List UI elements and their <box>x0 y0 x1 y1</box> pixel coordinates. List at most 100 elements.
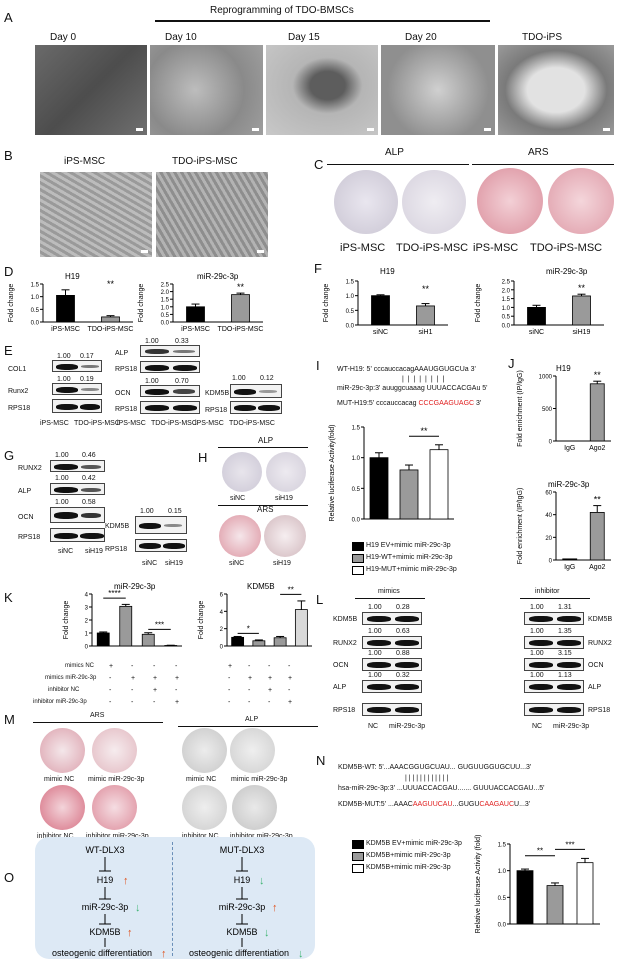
k-row-1: mimics NC <box>65 663 94 669</box>
i-legend-swatch-3 <box>352 566 364 575</box>
F1-xlabel: siNC <box>373 329 388 336</box>
F1-bar <box>416 305 435 326</box>
l-mimics-band <box>395 616 419 622</box>
o-right-h19-down: ↓ <box>259 875 265 887</box>
l-inhibitor-value: 1.35 <box>558 628 572 635</box>
m-alp-title: ALP <box>245 716 259 723</box>
F1-ytick-label: 1.5 <box>346 280 355 286</box>
k-sign: - <box>109 675 112 682</box>
F2-sig: ** <box>578 283 586 293</box>
o-right-title: MUT-DLX3 <box>220 845 265 855</box>
l-mimics-value: 1.00 <box>368 650 382 657</box>
J2-ylabel: Fold enrichment (IP/IgG) <box>517 488 524 565</box>
well-alp-ips <box>334 170 398 234</box>
n-legend-swatch-2 <box>352 852 364 861</box>
h-well-alp-sih19 <box>266 452 306 492</box>
m-ars-rule <box>33 722 163 723</box>
m-ars-x3: inhibitor NC <box>37 833 74 840</box>
panel-a-letter: A <box>4 10 13 25</box>
l-mimics-row-label: OCN <box>333 662 349 669</box>
J1-ytick-label: 500 <box>542 407 553 413</box>
chart-n-luciferase: Relative luciferase Activity (fold) 0.0 0.… <box>475 835 600 933</box>
e-b1-runx2: Runx2 <box>8 388 29 395</box>
g-k-x2: siH19 <box>165 560 183 567</box>
g-runx2: RUNX2 <box>18 465 42 472</box>
D2-ylabel: Fold change <box>138 284 145 323</box>
h-alp-x1: siNC <box>230 495 246 502</box>
day20-label: Day 20 <box>405 32 437 43</box>
J2-ytick-label: 60 <box>545 491 552 497</box>
I1-sig: ** <box>420 426 428 436</box>
k-sign: - <box>228 687 231 694</box>
panel-c-alp-title: ALP <box>385 147 404 158</box>
J1-ytick-label: 1000 <box>539 375 553 381</box>
blot-g-ocn <box>50 507 105 523</box>
l-inhibitor-band <box>557 640 581 646</box>
k-sign: + <box>153 687 158 694</box>
blot-g-k-rps18 <box>135 539 187 552</box>
panel-a-title: Reprogramming of TDO-BMSCs <box>210 5 354 16</box>
l-inhibitor-band <box>557 707 581 713</box>
m-well-alp-1 <box>182 728 227 773</box>
m-alp-x4: inhibitor miR-29c-3p <box>230 833 293 840</box>
i-legend-swatch-1 <box>352 542 364 551</box>
F1-ylabel: Fold change <box>323 284 330 323</box>
K1-ytick-label: 0 <box>85 645 89 651</box>
m-well-alp-3 <box>182 785 227 830</box>
m-well-ars-2 <box>92 728 137 773</box>
D1-ytick-label: 1.5 <box>31 283 40 289</box>
micrograph-ips-msc <box>40 172 152 257</box>
J1-ylabel: Fold enrichment (IP/IgG) <box>517 370 524 447</box>
h-alp-rule <box>218 447 308 448</box>
F1-ytick-label: 1.0 <box>346 294 355 300</box>
g-ocn: OCN <box>18 514 34 521</box>
I1-ytick-label: 0.5 <box>352 487 361 493</box>
k-sign: + <box>288 699 293 706</box>
k-row-2: mimics miR-29c-3p <box>45 675 97 681</box>
D2-sig: ** <box>237 282 245 292</box>
e-b1-v1a: 1.00 <box>57 353 71 360</box>
l-inhib-rule <box>520 598 590 599</box>
K1-bar <box>141 633 155 647</box>
day0-label: Day 0 <box>50 32 77 43</box>
K2-bar <box>231 636 245 647</box>
J1-sig: ** <box>594 370 602 380</box>
J2-ytick-label: 40 <box>545 513 552 519</box>
o-left-osteo-up: ↑ <box>161 948 167 959</box>
K2-bar <box>273 637 287 647</box>
l-mimics-band <box>395 662 419 668</box>
o-diagram-box <box>35 837 315 959</box>
blot-col1 <box>52 360 102 372</box>
blot-ocn-e <box>140 385 200 397</box>
D1-ytick-label: 0.0 <box>31 321 40 327</box>
micrograph-day0 <box>35 45 147 135</box>
l-mimics-row-label: ALP <box>333 684 347 691</box>
n-legend-1: KDM5B EV+mimic miR-29c-3p <box>366 840 462 847</box>
K1-bar <box>119 605 133 647</box>
panel-f-letter: F <box>314 261 322 276</box>
D2-bar <box>186 306 205 323</box>
g-rps18: RPS18 <box>18 534 41 541</box>
e-b1-v2b: 0.19 <box>80 376 94 383</box>
D1-xlabel: iPS-MSC <box>51 326 80 333</box>
e-b1-x1: iPS-MSC <box>40 420 69 427</box>
n-mut-seq: KDM5B-MUT:5' ...AAACAAGUUCAU...GUGUCAAGA… <box>338 801 531 808</box>
panel-h-letter: H <box>198 450 208 465</box>
e-b2-v2a: 1.00 <box>145 378 159 385</box>
e-b3-x1: iPS-MSC <box>195 420 224 427</box>
o-left-title: WT-DLX3 <box>85 845 124 855</box>
o-left-h19-up: ↑ <box>123 875 129 887</box>
chart-j-h19: H19 Fold enrichment (IP/IgG) 0 500 1000 IgG Ag… <box>517 364 611 452</box>
i-legend-1: H19 EV+mimic miR-29c-3p <box>366 542 451 549</box>
N1-ytick-label: 1.0 <box>498 869 507 875</box>
l-inhibitor-band <box>529 684 553 690</box>
l-inhib-title: inhibitor <box>535 588 560 595</box>
k-sign: + <box>228 663 233 670</box>
m-ars-title: ARS <box>90 712 105 719</box>
panel-o-letter: O <box>4 870 15 885</box>
l-mimics-value: 0.88 <box>396 650 410 657</box>
well-alp-tdo <box>402 170 466 234</box>
K2-sig: * <box>247 624 250 633</box>
